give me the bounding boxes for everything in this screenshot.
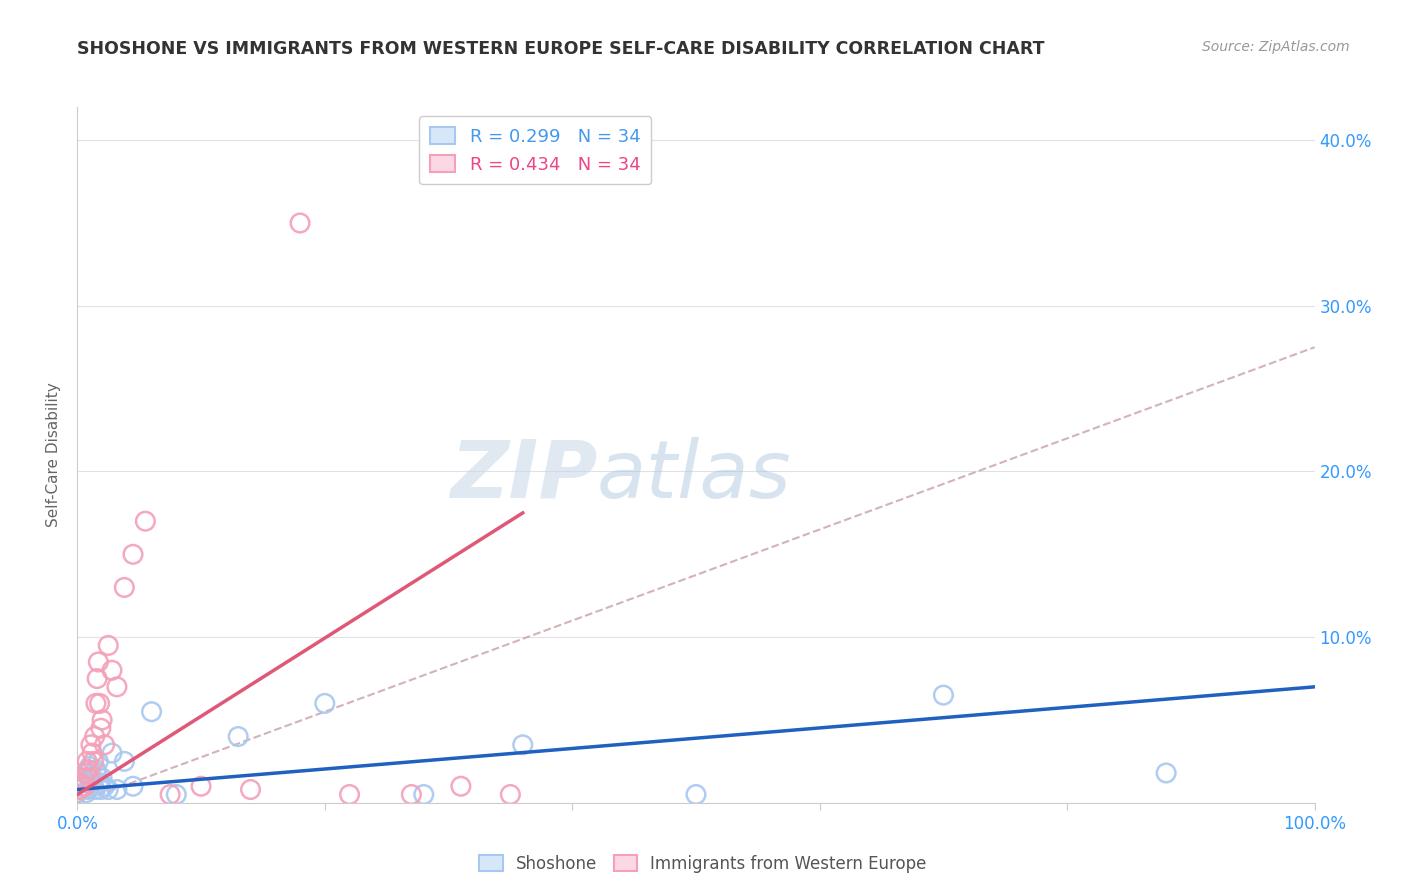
Point [73,779,96,793]
Point [159,788,181,802]
Point [97,639,120,653]
Point [70,782,93,797]
Point [72,779,94,793]
Point [82,755,104,769]
Point [90,782,112,797]
Point [84,697,107,711]
Point [79,771,101,785]
Point [72,779,94,793]
Text: SHOSHONE VS IMMIGRANTS FROM WESTERN EUROPE SELF-CARE DISABILITY CORRELATION CHAR: SHOSHONE VS IMMIGRANTS FROM WESTERN EURO… [77,40,1045,58]
Point [86,766,108,780]
Legend: Shoshone, Immigrants from Western Europe: Shoshone, Immigrants from Western Europe [472,848,934,880]
Point [122,779,145,793]
Point [190,779,212,793]
Point [450,779,472,793]
Point [89,697,111,711]
Point [86,672,108,686]
Point [84,763,107,777]
Point [80,738,103,752]
Legend: R = 0.299   N = 34, R = 0.434   N = 34: R = 0.299 N = 34, R = 0.434 N = 34 [419,116,651,185]
Point [101,663,124,677]
Point [83,782,105,797]
Point [339,788,361,802]
Point [89,776,111,790]
Point [105,782,128,797]
Point [239,782,262,797]
Point [79,759,101,773]
Point [80,776,103,790]
Point [226,730,249,744]
Point [90,721,112,735]
Text: Source: ZipAtlas.com: Source: ZipAtlas.com [1202,40,1350,54]
Point [91,713,114,727]
Point [93,779,115,793]
Point [499,788,522,802]
Point [77,766,100,780]
Point [165,788,187,802]
Point [105,680,128,694]
Point [82,746,104,760]
Y-axis label: Self-Care Disability: Self-Care Disability [46,383,62,527]
Point [69,776,91,790]
Point [1154,766,1177,780]
Point [72,771,94,785]
Point [512,738,534,752]
Point [97,782,120,797]
Point [82,779,104,793]
Point [75,766,97,780]
Point [75,786,97,800]
Point [141,705,163,719]
Point [112,755,135,769]
Point [412,788,434,802]
Point [70,776,93,790]
Point [82,771,104,785]
Point [112,581,135,595]
Point [101,746,124,760]
Point [77,763,100,777]
Point [93,738,115,752]
Point [73,779,96,793]
Text: atlas: atlas [598,437,792,515]
Point [72,771,94,785]
Point [91,771,114,785]
Point [685,788,707,802]
Point [83,730,105,744]
Point [401,788,423,802]
Point [134,514,156,528]
Point [69,782,91,797]
Point [288,216,311,230]
Point [87,655,110,669]
Text: ZIP: ZIP [450,437,598,515]
Point [76,782,98,797]
Point [122,547,145,561]
Point [932,688,955,702]
Point [76,755,98,769]
Point [87,755,110,769]
Point [314,697,336,711]
